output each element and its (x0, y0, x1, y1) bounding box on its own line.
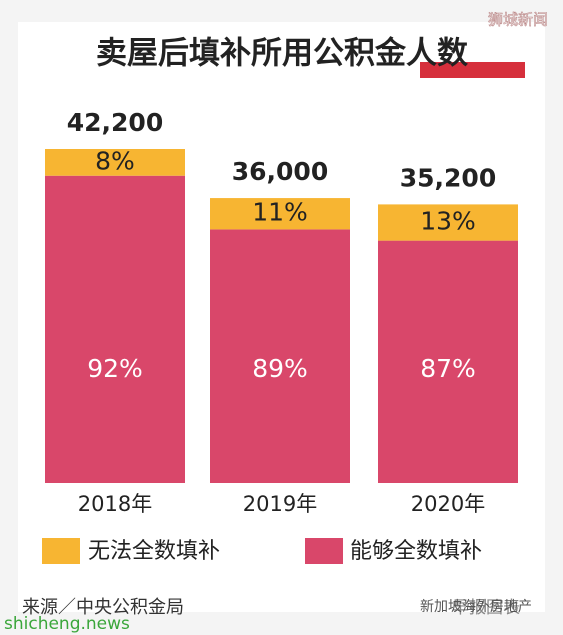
bar-segment (45, 149, 185, 176)
x-tick-label: 2018年 (78, 492, 152, 516)
value-label: 13% (420, 207, 476, 236)
value-label: 11% (252, 198, 308, 227)
value-label: 87% (420, 354, 476, 383)
bar-segment (210, 229, 350, 483)
bar-segment (378, 240, 518, 483)
bar-segment (45, 175, 185, 483)
source: 来源／中央公积金局 (22, 597, 184, 618)
total-label: 36,000 (232, 157, 328, 186)
watermark: 狮城新闻 (488, 11, 548, 29)
bar-segment (378, 204, 518, 241)
watermark: 新加坡海外房地产 (420, 599, 532, 615)
title-accent (420, 62, 525, 78)
watermark: shicheng.news (4, 614, 130, 634)
credit: 早报图表 (452, 598, 520, 618)
x-tick-label: 2019年 (243, 492, 317, 516)
legend-swatch (305, 538, 343, 564)
chart-title: 卖屋后填补所用公积金人数 (96, 36, 468, 72)
legend-label: 无法全数填补 (88, 539, 220, 564)
value-label: 8% (95, 146, 135, 175)
legend-label: 能够全数填补 (350, 539, 482, 564)
legend-swatch (42, 538, 80, 564)
x-tick-label: 2020年 (411, 492, 485, 516)
value-label: 89% (252, 354, 308, 383)
bar-segment (210, 198, 350, 230)
total-label: 42,200 (67, 108, 163, 137)
total-label: 35,200 (400, 163, 496, 192)
value-label: 92% (87, 354, 143, 383)
